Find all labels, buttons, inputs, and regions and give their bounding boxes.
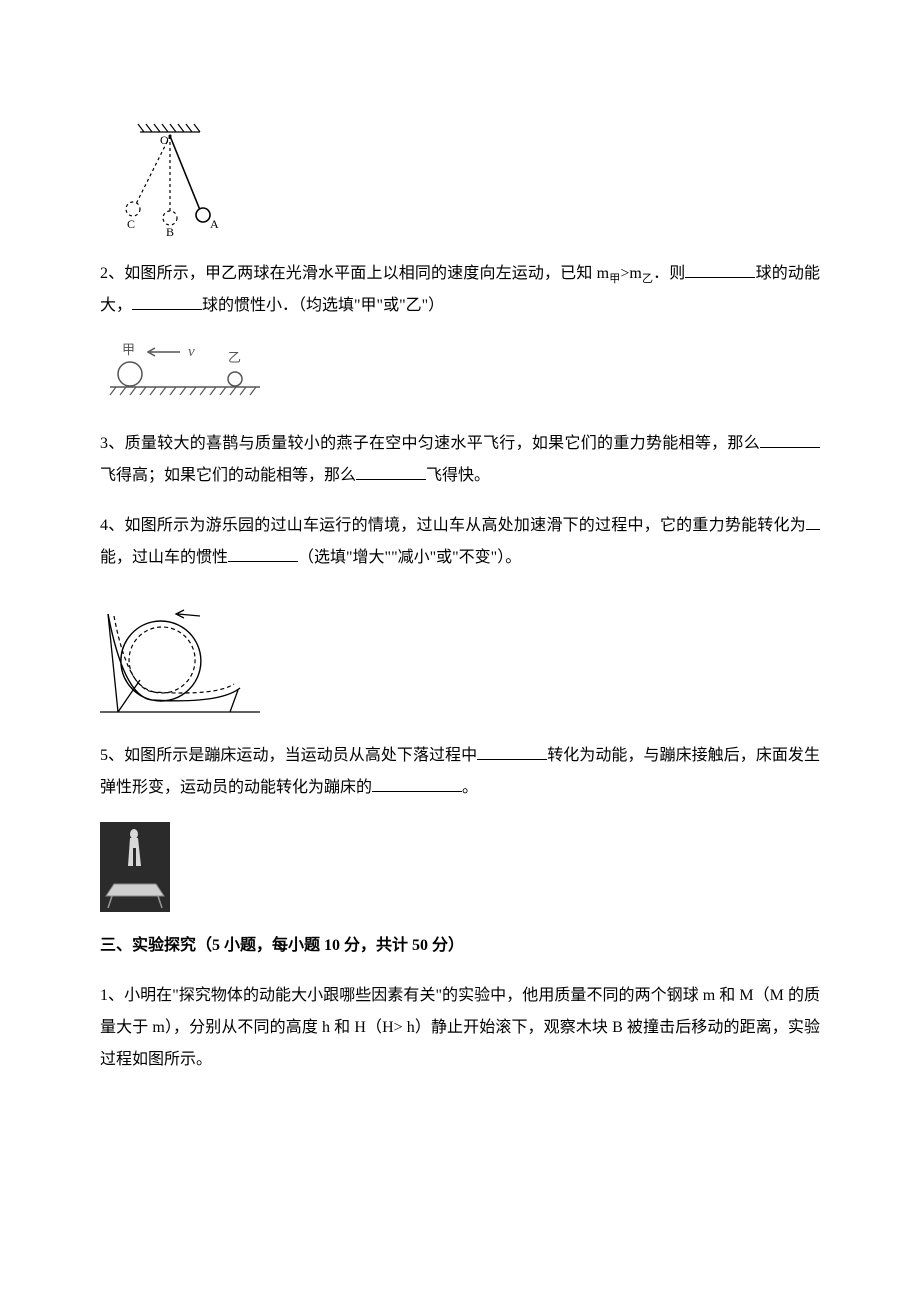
q2-sub1: 甲 [609,273,620,285]
q2-sub2: 乙 [642,273,653,285]
q5-post: 。 [462,779,478,796]
label-O: O [160,133,169,147]
fig-two-balls: 甲 v 乙 [100,340,820,410]
question-3: 3、质量较大的喜鹊与质量较小的燕子在空中匀速水平飞行，如果它们的重力势能相等，那… [100,428,820,492]
two-balls-svg: 甲 v 乙 [100,340,270,410]
q2-mid2: ．则 [653,265,685,282]
q2-blank1 [685,262,755,278]
q5-blank1 [477,744,547,760]
label-jia: 甲 [122,342,135,357]
fig-pendulum: O A B C [100,120,820,240]
q5-pre: 5、如图所示是蹦床运动，当运动员从高处下落过程中 [100,747,477,764]
rollercoaster-svg [100,592,260,722]
fig-trampoline [100,822,820,912]
q4-blank2 [228,546,298,562]
fig-rollercoaster [100,592,820,722]
q4-post: （选填"增大""减小"或"不变"）。 [298,549,521,566]
q3-mid: 飞得高；如果它们的动能相等，那么 [100,467,356,484]
label-v: v [188,344,195,360]
q3-blank2 [356,464,426,480]
q3-pre: 3、质量较大的喜鹊与质量较小的燕子在空中匀速水平飞行，如果它们的重力势能相等，那… [100,435,760,452]
q2-after2: 球的惯性小．（均选填"甲"或"乙"） [202,297,444,314]
q4-mid: 能，过山车的惯性 [100,549,228,566]
q2-blank2 [132,294,202,310]
question-5: 5、如图所示是蹦床运动，当运动员从高处下落过程中转化为动能，与蹦床接触后，床面发… [100,740,820,804]
q5-blank2 [372,776,462,792]
section-3-title: 三、实验探究（5 小题，每小题 10 分，共计 50 分） [100,930,820,962]
q4-pre: 4、如图所示为游乐园的过山车运行的情境，过山车从高处加速滑下的过程中，它的重力势… [100,517,806,534]
q3-post: 飞得快。 [426,467,490,484]
label-B: B [166,225,174,239]
q2-mid1: >m [620,265,641,282]
pendulum-svg: O A B C [100,120,230,240]
trampoline-svg [100,822,170,912]
experiment-1: 1、小明在"探究物体的动能大小跟哪些因素有关"的实验中，他用质量不同的两个钢球 … [100,980,820,1076]
label-A: A [210,217,219,231]
question-4: 4、如图所示为游乐园的过山车运行的情境，过山车从高处加速滑下的过程中，它的重力势… [100,510,820,574]
q2-pre: 2、如图所示，甲乙两球在光滑水平面上以相同的速度向左运动，已知 m [100,265,609,282]
label-yi: 乙 [228,350,241,365]
label-C: C [127,217,135,231]
q3-blank1 [760,432,820,448]
q4-blank1 [806,514,820,530]
question-2: 2、如图所示，甲乙两球在光滑水平面上以相同的速度向左运动，已知 m甲>m乙．则球… [100,258,820,322]
